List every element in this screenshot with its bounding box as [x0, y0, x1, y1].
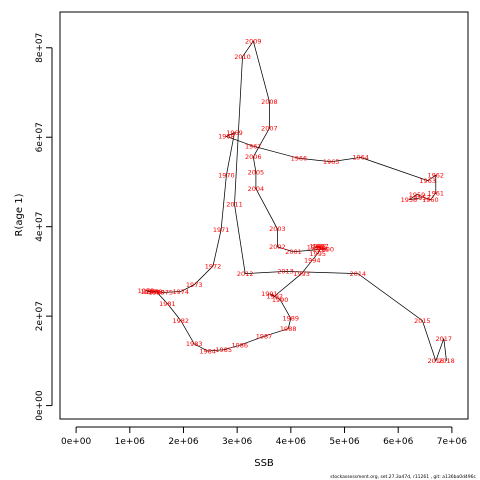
point-label: 2002 [269, 243, 286, 251]
point-label: 1994 [304, 257, 321, 265]
point-label: 1977 [140, 288, 157, 296]
x-tick-label: 3e+06 [222, 437, 253, 447]
point-label: 1986 [232, 342, 249, 350]
point-label: 1965 [323, 158, 340, 166]
x-tick-label: 0e+00 [61, 437, 92, 447]
x-tick-label: 2e+06 [168, 437, 199, 447]
point-label: 1958 [401, 196, 418, 204]
point-label: 2016 [428, 357, 445, 365]
point-label: 1959 [409, 191, 426, 199]
point-label: 1987 [256, 333, 273, 341]
point-label: 1964 [352, 154, 369, 162]
point-label: 1974 [173, 288, 190, 296]
point-label: 1963 [419, 177, 436, 185]
footer-note: stockassessment.org, set.27.3a47d, r1126… [330, 474, 476, 480]
point-label: 2006 [245, 153, 262, 161]
point-label: 2009 [245, 37, 262, 45]
point-label: 1973 [186, 281, 203, 289]
point-label: 1991 [261, 290, 278, 298]
point-label: 1976 [146, 288, 163, 296]
point-label: 1967 [245, 143, 262, 151]
point-label: 1970 [218, 172, 235, 180]
point-label: 2000 [317, 245, 334, 253]
point-label: 1961 [428, 189, 445, 197]
point-label: 2012 [237, 270, 254, 278]
point-label: 1988 [280, 325, 297, 333]
point-label: 1971 [213, 226, 230, 234]
x-tick-label: 6e+06 [383, 437, 414, 447]
y-tick-label: 8e+07 [35, 33, 45, 63]
point-label: 2007 [261, 125, 278, 133]
point-label: 1993 [293, 270, 310, 278]
point-label: 1980 [148, 288, 165, 296]
y-axis-label: R(age 1) [14, 193, 25, 236]
y-tick-label: 0e+00 [35, 390, 45, 421]
point-label: 1984 [199, 347, 216, 355]
point-label: 1992 [266, 292, 283, 300]
x-axis: 0e+00 1e+06 2e+06 3e+06 4e+06 5e+06 6e+06 7e+06 [61, 426, 468, 447]
point-label: 1972 [205, 262, 222, 270]
point-label: 2003 [269, 225, 286, 233]
point-label: 1975 [156, 289, 173, 297]
point-label: 1990 [272, 296, 289, 304]
point-label: 2008 [261, 98, 278, 106]
point-label: 1957 [414, 194, 431, 202]
x-axis-label: SSB [254, 458, 274, 469]
point-label: 1960 [422, 196, 439, 204]
point-label: 1996 [312, 245, 329, 253]
point-label: 1978 [138, 287, 155, 295]
point-label: 1998 [309, 243, 326, 251]
point-label: 2015 [414, 317, 431, 325]
point-label: 1968 [218, 133, 235, 141]
point-label: 2017 [436, 335, 453, 343]
point-label: 1995 [309, 250, 326, 258]
point-label: 2014 [350, 270, 367, 278]
y-tick-label: 4e+07 [35, 212, 45, 242]
y-tick-label: 6e+07 [35, 122, 45, 152]
x-tick-label: 4e+06 [276, 437, 307, 447]
point-label: 1966 [291, 155, 308, 163]
point-label: 1981 [159, 300, 176, 308]
point-label: 1997 [312, 243, 329, 251]
x-tick-label: 5e+06 [329, 437, 360, 447]
y-tick-label: 2e+07 [35, 301, 45, 331]
point-label: 2011 [226, 201, 243, 209]
point-label: 2004 [248, 185, 265, 193]
point-label: 2005 [248, 168, 265, 176]
x-tick-label: 7e+06 [437, 437, 468, 447]
point-label: 1983 [186, 340, 203, 348]
point-label: 2010 [234, 53, 251, 61]
point-label: 2013 [277, 268, 294, 276]
point-label: 1969 [226, 129, 243, 137]
point-label: 1979 [143, 288, 160, 296]
point-label: 1962 [428, 172, 445, 180]
series-line [145, 40, 447, 363]
point-label: 1999 [307, 244, 324, 252]
point-label: 2018 [438, 357, 455, 365]
point-label: 1982 [173, 317, 190, 325]
y-axis: 0e+00 2e+07 4e+07 6e+07 8e+07 [35, 33, 53, 421]
point-label: 1989 [283, 315, 300, 323]
point-label: 2001 [285, 248, 302, 256]
x-tick-label: 1e+06 [115, 437, 146, 447]
point-label: 1985 [215, 346, 232, 354]
plot-box [59, 11, 469, 420]
